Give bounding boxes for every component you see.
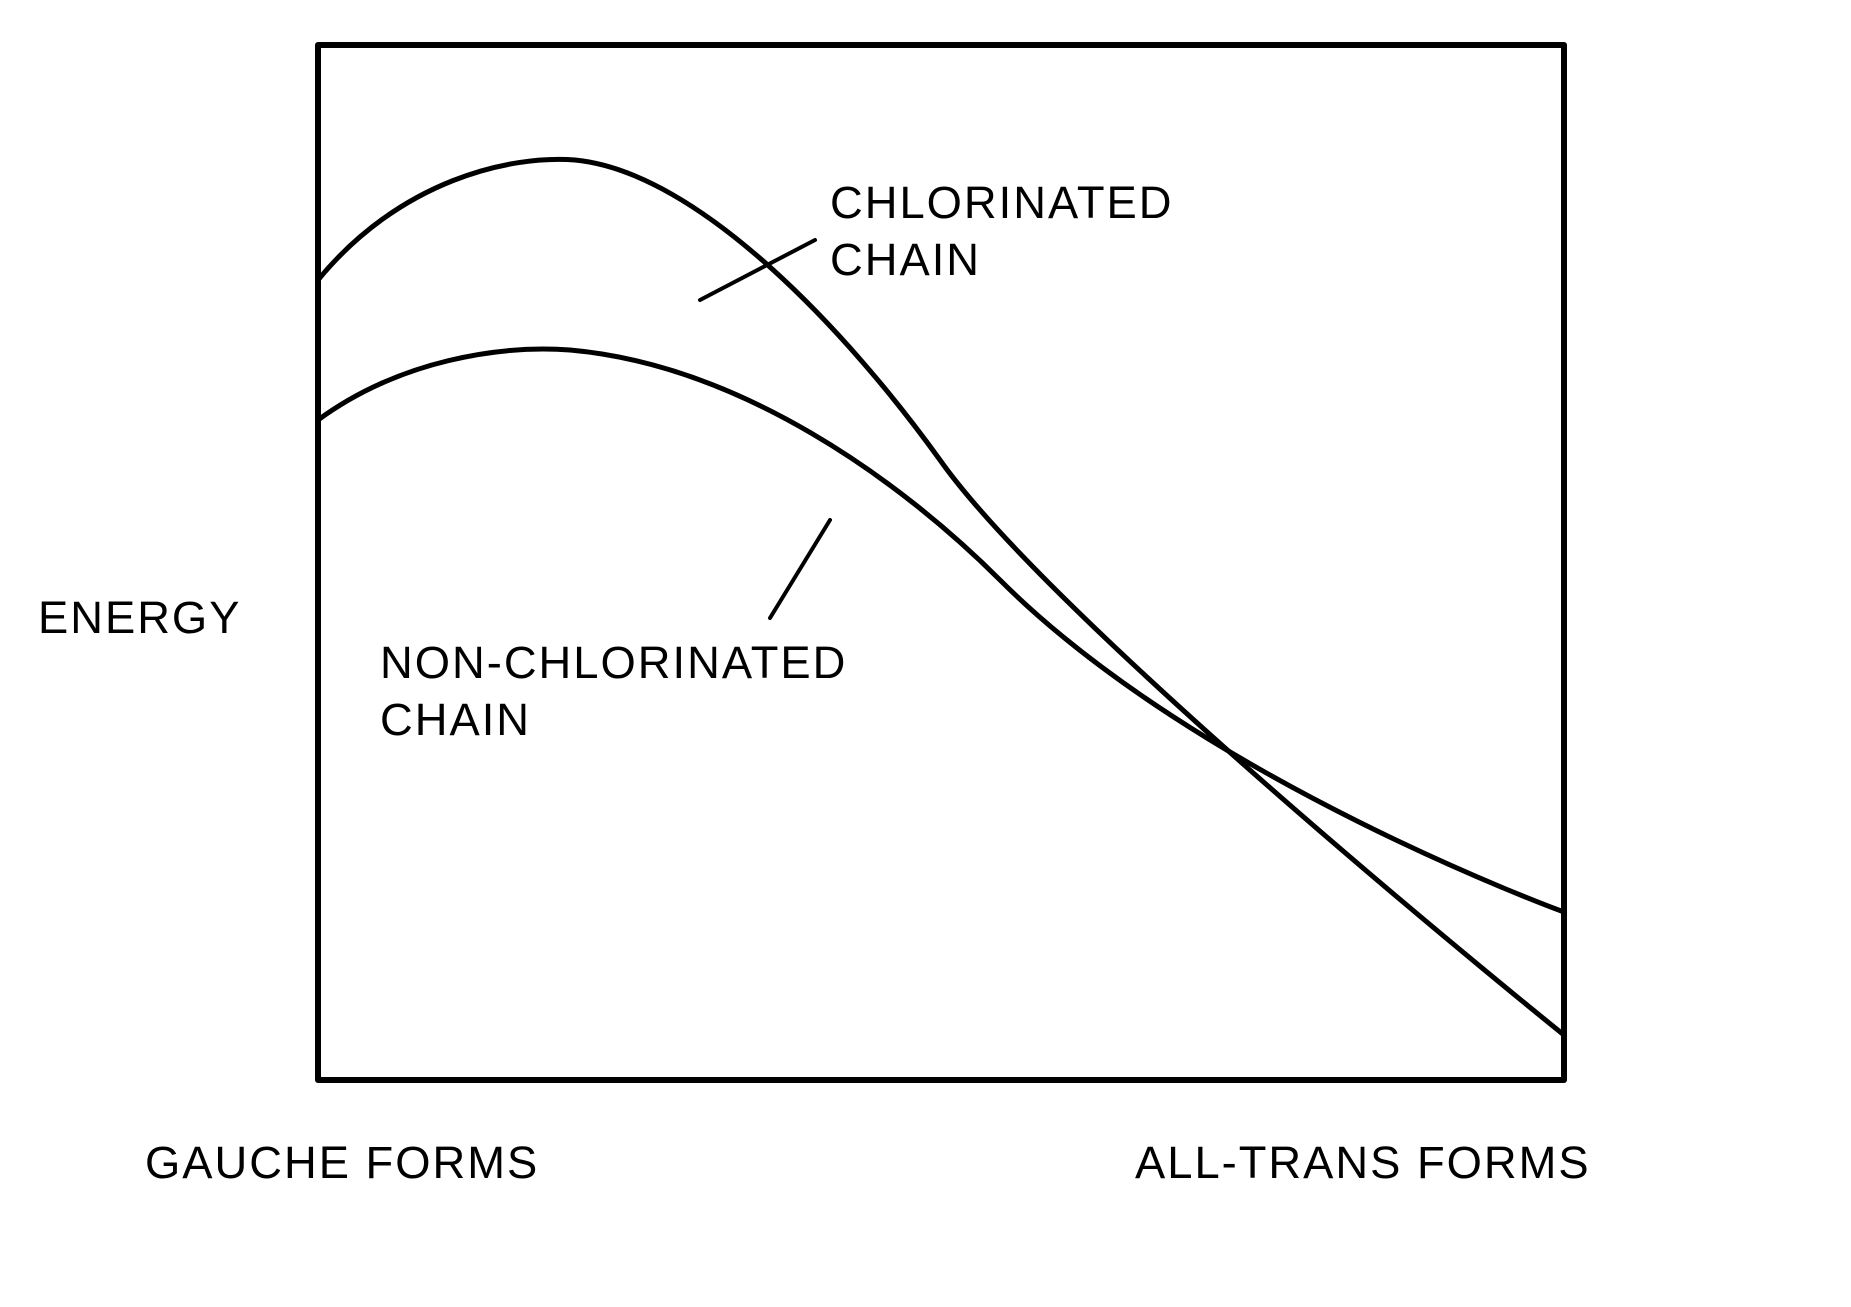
non_chlorinated-leader: [770, 520, 830, 618]
chlorinated-label: CHLORINATED CHAIN: [830, 175, 1174, 288]
x-axis-right-label: ALL-TRANS FORMS: [1135, 1135, 1591, 1192]
chlorinated-curve: [318, 159, 1564, 1035]
energy-chart: ENERGY GAUCHE FORMS ALL-TRANS FORMS CHLO…: [0, 0, 1851, 1302]
y-axis-label: ENERGY: [38, 590, 241, 647]
non-chlorinated-label: NON-CHLORINATED CHAIN: [380, 635, 847, 748]
x-axis-left-label: GAUCHE FORMS: [145, 1135, 539, 1192]
non_chlorinated-curve: [318, 349, 1564, 912]
